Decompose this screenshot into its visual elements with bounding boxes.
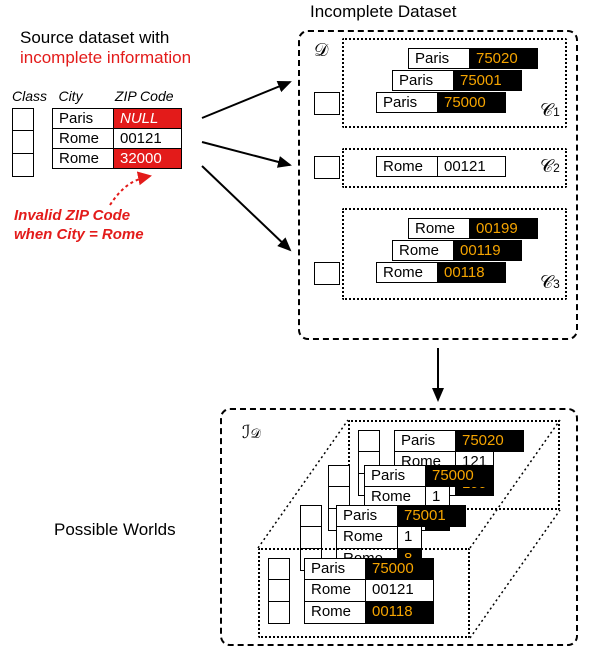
c3-zip: 00199 <box>470 218 538 239</box>
possible-worlds-label: Possible Worlds <box>54 520 176 540</box>
world-zip: 75020 <box>456 430 524 452</box>
invalid-annotation: Invalid ZIP Code when City = Rome <box>14 207 144 245</box>
c1-city: Paris <box>392 70 454 91</box>
class-cell <box>268 580 290 602</box>
world-city: Paris <box>394 430 456 452</box>
symbol-C3: 𝒞3 <box>540 272 560 293</box>
class-cell <box>12 154 34 177</box>
symbol-C2-main: 𝒞 <box>540 156 553 176</box>
c3-city: Rome <box>376 262 438 283</box>
world-zip: 00118 <box>366 602 434 624</box>
c1-row: Paris 75001 <box>392 70 522 91</box>
c1-row: Paris 75020 <box>408 48 538 69</box>
c1-row: Paris 75000 <box>376 92 506 113</box>
class-cell <box>328 465 350 487</box>
symbol-C3-main: 𝒞 <box>540 272 553 292</box>
source-zip-null: NULL <box>114 108 182 129</box>
invalid-line2: when City = Rome <box>14 226 144 245</box>
header-class: Class <box>12 88 54 104</box>
class-cell <box>12 131 34 154</box>
source-title-line1: Source dataset with <box>20 28 191 48</box>
world-city: Paris <box>304 558 366 580</box>
c3-class <box>314 262 340 285</box>
source-table: Paris NULL Rome 00121 Rome 32000 <box>12 108 182 177</box>
source-city: Paris <box>52 108 114 129</box>
c3-row: Rome 00118 <box>376 262 506 283</box>
symbol-D: 𝒟 <box>314 40 328 61</box>
c3-zip: 00119 <box>454 240 522 261</box>
c2-city: Rome <box>376 156 438 177</box>
world-city: Rome <box>304 602 366 624</box>
class-cell <box>358 430 380 452</box>
world-zip: 75000 <box>366 558 434 580</box>
class-cell <box>300 505 322 527</box>
class-cell <box>12 108 34 131</box>
world-table-front: Paris 75000 Rome 00121 Rome 00118 <box>268 558 434 624</box>
c1-city: Paris <box>376 92 438 113</box>
c1-class <box>314 92 340 115</box>
c1-city: Paris <box>408 48 470 69</box>
c2-zip: 00121 <box>438 156 506 177</box>
symbol-C3-sub: 3 <box>553 277 560 291</box>
symbol-C1-main: 𝒞 <box>540 100 553 120</box>
c1-zip: 75020 <box>470 48 538 69</box>
world-city: Paris <box>336 505 398 527</box>
symbol-C1-sub: 1 <box>553 105 560 119</box>
c1-zip: 75000 <box>438 92 506 113</box>
source-title-line2: incomplete information <box>20 48 191 68</box>
source-zip: 00121 <box>114 129 182 149</box>
symbol-C2: 𝒞2 <box>540 156 560 177</box>
symbol-ID: ℐ𝒟 <box>242 422 261 443</box>
c2-class <box>314 156 340 179</box>
world-zip: 00121 <box>366 580 434 602</box>
c2-row: Rome 00121 <box>376 156 506 177</box>
symbol-C1: 𝒞1 <box>540 100 560 121</box>
symbol-ID-sub: 𝒟 <box>250 426 260 441</box>
world-city: Rome <box>336 527 398 549</box>
c1-zip: 75001 <box>454 70 522 91</box>
class-cell <box>268 558 290 580</box>
header-zip: ZIP Code <box>115 88 174 104</box>
source-title: Source dataset with incomplete informati… <box>20 28 191 68</box>
c3-city: Rome <box>408 218 470 239</box>
world-zip: 75000 <box>426 465 494 487</box>
c3-row: Rome 00199 <box>408 218 538 239</box>
source-table-headers: Class City ZIP Code <box>12 88 174 106</box>
world-zip: 75001 <box>398 505 466 527</box>
source-city: Rome <box>52 129 114 149</box>
source-city: Rome <box>52 149 114 169</box>
source-zip-invalid: 32000 <box>114 149 182 169</box>
symbol-C2-sub: 2 <box>553 161 560 175</box>
c3-zip: 00118 <box>438 262 506 283</box>
world-city: Paris <box>364 465 426 487</box>
world-zip: 1 <box>398 527 422 549</box>
c3-city: Rome <box>392 240 454 261</box>
header-city: City <box>58 88 110 104</box>
c3-row: Rome 00119 <box>392 240 522 261</box>
class-cell <box>300 527 322 549</box>
invalid-line1: Invalid ZIP Code <box>14 207 144 226</box>
incomplete-dataset-label: Incomplete Dataset <box>310 2 456 22</box>
world-city: Rome <box>304 580 366 602</box>
class-cell <box>268 602 290 624</box>
